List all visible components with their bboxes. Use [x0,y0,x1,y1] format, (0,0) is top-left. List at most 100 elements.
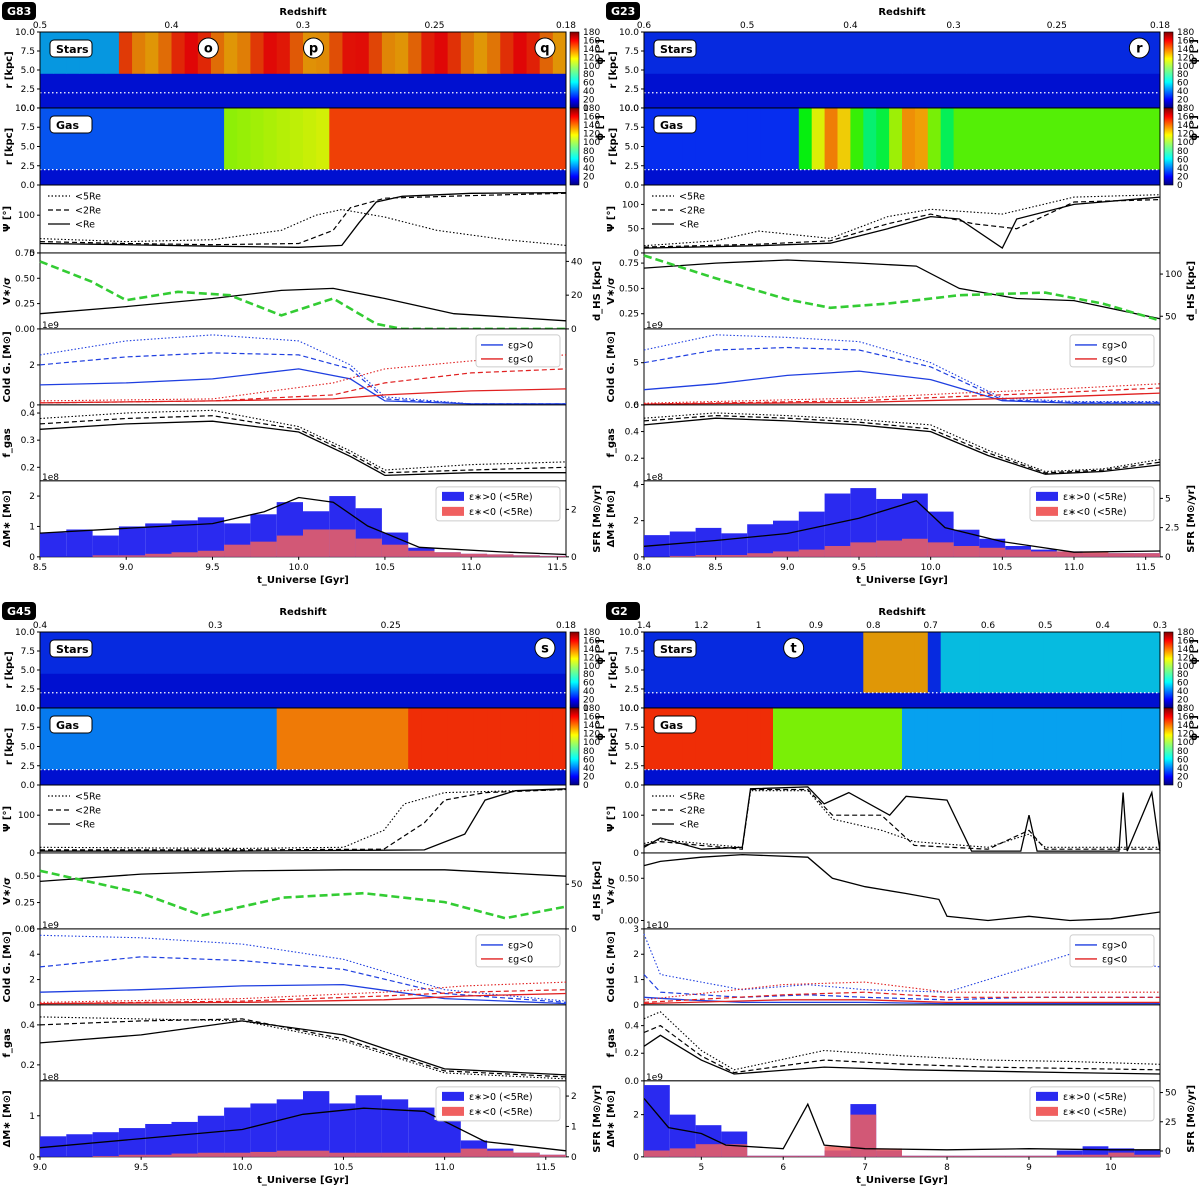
heatmap-cell [734,707,748,770]
bar-negative [92,555,119,557]
cold-gas-axis-label: Cold G. [M⊙] [606,331,617,402]
x-tick-label: 8 [944,1163,950,1173]
heatmap-cell [171,32,186,74]
redshift-tick-label: 0.8 [866,621,881,631]
bar-positive [171,1121,198,1157]
heatmap-cell [863,707,877,770]
marker-circle [534,37,556,59]
colorbar-tick: 20 [583,172,595,182]
heatmap-cell [914,107,929,170]
heatmap-cell [1069,632,1084,693]
heatmap-cell [1031,107,1045,170]
heatmap-cell [760,632,774,693]
heatmap-cell [798,32,813,74]
dm-legend-box [1029,1086,1155,1122]
heatmap-cell [721,707,735,770]
heatmap-cell [940,707,955,770]
y-tick-label: 0.2 [625,454,639,464]
x-tick-label: 5 [698,1163,704,1173]
y-tick-label: 2 [29,976,35,986]
heatmap-cell [132,32,146,74]
cold-pos-2re-line [643,346,1160,403]
heatmap-cell [695,107,709,170]
cold-pos-5re-line [39,334,566,405]
gas-label: Gas [660,119,683,132]
heatmap-cell [289,707,304,770]
colorbar-tick: 40 [583,164,595,174]
heatmap-cell [460,32,475,74]
y-tick-label: 5 [633,359,639,369]
heatmap-cell [798,107,813,170]
legend-es-neg-swatch [442,1106,464,1116]
x-tick-label: 8.5 [709,563,723,573]
dm-legend-box [435,1086,561,1122]
y-tick-label: 0.50 [619,284,639,294]
bar-negative [197,1152,225,1157]
bar-negative [850,1114,877,1157]
y-tick-label: 5.0 [21,666,36,676]
heatmap-cell [408,32,422,74]
heatmap-cell [979,707,993,770]
y-tick-label: 7.5 [625,723,639,733]
heatmap-cell [171,632,186,674]
dhs-axis-label: d_HS [kpc] [1186,261,1197,321]
colorbar-tick: 180 [1177,628,1194,638]
heatmap-cell [92,632,107,674]
colorbar-tick: 60 [1177,79,1189,89]
redshift-tick-label: 0.3 [296,21,310,31]
heatmap-cell [1095,32,1109,74]
bar-positive [798,511,825,557]
heatmap-cell [368,32,383,74]
x-axis-label: t_Universe [Gyr] [856,575,948,586]
colorbar-tick: 40 [583,687,595,697]
colorbar-tick: 60 [583,679,595,689]
heatmap-cell [1147,632,1161,693]
colorbar-tick: 60 [583,755,595,765]
legend-es-neg-swatch [442,506,464,516]
marker-letter: q [540,42,549,57]
heatmap-cell [1056,707,1071,770]
heatmap-cell [1018,707,1032,770]
colorbar-tick: 0 [583,181,589,191]
colorbar-tick: 80 [1177,747,1189,757]
cold-gas-scale: 1e10 [646,921,669,931]
heatmap-cell [889,707,903,770]
colorbar-tick: 180 [583,104,600,114]
colorbar-tick: 160 [583,636,600,646]
colorbar-tick: 120 [583,130,600,140]
heatmap-cell [118,107,133,170]
cold-gas-axis-label: Cold G. [M⊙] [2,331,13,402]
heatmap-cell [224,707,238,770]
x-tick-label: 9.0 [780,563,795,573]
r-axis-label: r [kpc] [608,728,619,765]
heatmap-cell [940,632,955,693]
colorbar-tick: 20 [1177,96,1189,106]
heatmap-cell [734,32,748,74]
marker-letter: r [1136,42,1143,57]
colorbar-tick: 60 [1177,679,1189,689]
legend-re-label: <Re [679,220,699,231]
heatmap-cell [721,632,735,693]
y-tick-label: 0.25 [619,310,639,320]
bar-negative [979,547,1006,557]
heatmap-cell [927,707,942,770]
gas-label-box [49,115,93,134]
galaxy-badge-label: G23 [611,5,635,18]
heatmap-cell [760,707,774,770]
heatmap-cell [316,707,330,770]
heatmap-cell [695,632,709,693]
heatmap-cell [473,632,488,674]
y-tick-label: 0.3 [21,436,35,446]
heatmap-cell [1018,32,1032,74]
bar-negative [695,555,722,557]
bar-negative [434,1152,461,1157]
vsigma-line [643,853,1161,922]
heatmap-cell [1121,632,1135,693]
heatmap-cell [721,107,735,170]
r-axis-label: r [kpc] [608,651,619,688]
bar-negative [539,555,566,557]
heatmap-cell [902,32,916,74]
bar-negative [1082,1154,1109,1157]
galaxy-panel-g83: G83 Redshift 0.5 0.4 0.3 0.25 0.18 0.0 2.5 5.0 7.5… [2,2,606,586]
colorbar-tick: 100 [1177,662,1194,672]
